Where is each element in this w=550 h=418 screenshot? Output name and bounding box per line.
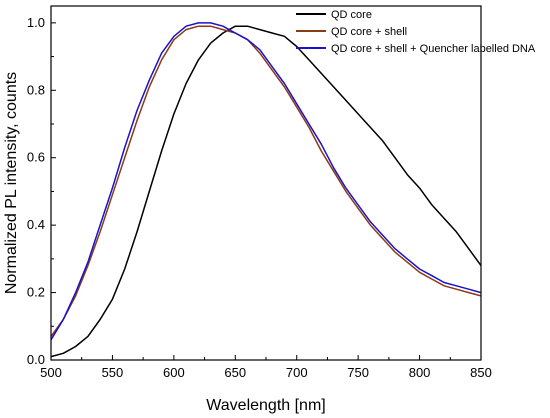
y-tick-label: 0.0 [27,352,45,367]
y-tick-label: 0.4 [27,217,45,232]
x-tick-label: 500 [40,365,62,380]
x-tick-label: 850 [470,365,492,380]
legend-label-3: QD core + shell + Quencher labelled DNA [331,43,536,55]
series-line-1 [50,25,482,358]
x-tick-label: 750 [347,365,369,380]
y-axis-title: Normalized PL intensity, counts [3,72,20,294]
series-line-3 [50,22,482,341]
series-layer [50,22,482,358]
x-tick-label: 650 [224,365,246,380]
legend-label-1: QD core [331,9,372,21]
x-tick-label: 600 [163,365,185,380]
x-axis-ticks: 500 550 600 650 700 750 800 850 [40,355,492,380]
y-axis-ticks: 0.0 0.2 0.4 0.6 0.8 1.0 [27,15,56,367]
legend-label-2: QD core + shell [331,26,407,38]
y-tick-label: 0.2 [27,285,45,300]
y-tick-label: 0.8 [27,82,45,97]
series-line-2 [50,25,482,337]
x-tick-label: 550 [102,365,124,380]
legend: QD core QD core + shell QD core + shell + … [296,9,536,55]
x-axis-title: Wavelength [nm] [206,397,325,414]
x-tick-label: 700 [286,365,308,380]
y-tick-label: 0.6 [27,150,45,165]
y-tick-label: 1.0 [27,15,45,30]
x-tick-label: 800 [409,365,431,380]
